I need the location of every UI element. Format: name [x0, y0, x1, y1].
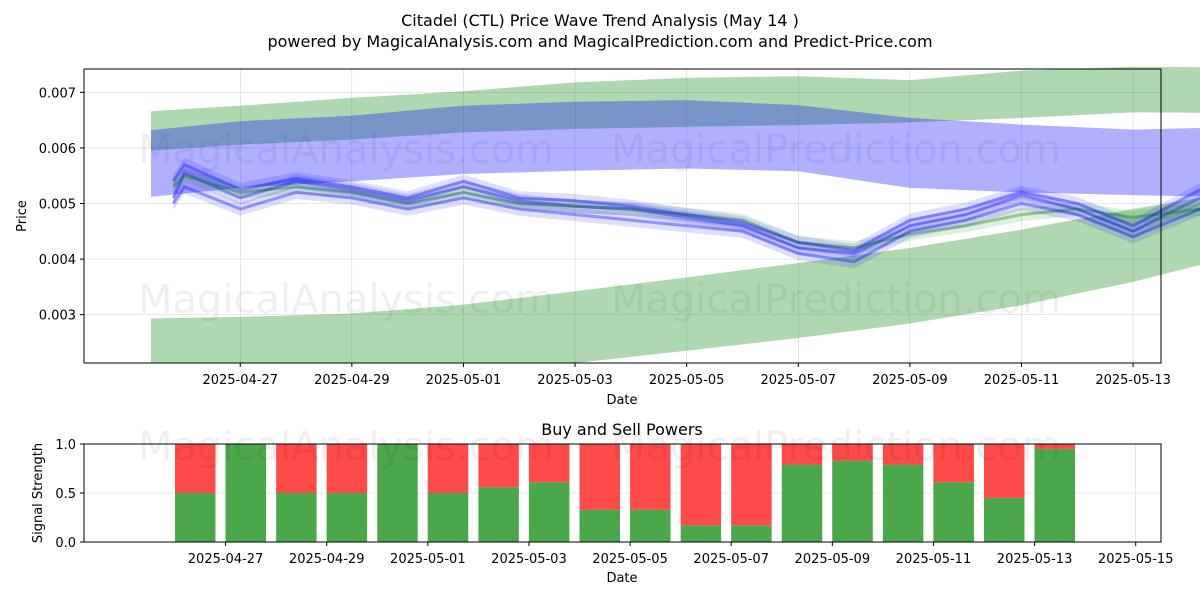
main-y-tick-label-0: 0.003 — [39, 309, 76, 324]
buy-bar-9 — [630, 509, 671, 542]
buy-bar-12 — [781, 464, 823, 542]
power-x-tick-label-7: 2025-05-11 — [896, 552, 972, 567]
sell-bar-8 — [579, 444, 620, 510]
price-path-band-0 — [173, 166, 1200, 261]
trend-bands — [150, 66, 1200, 363]
buy-bar-0 — [175, 493, 216, 542]
buy-bar-7 — [528, 482, 570, 542]
buy-bar-8 — [579, 509, 620, 542]
power-x-tick-label-6: 2025-05-09 — [795, 552, 871, 567]
buy-bar-1 — [225, 444, 267, 542]
main-x-tick-label-7: 2025-05-11 — [984, 373, 1060, 388]
price-wave-chart: MagicalAnalysis.com MagicalPrediction.co… — [15, 66, 1200, 408]
chart-title: Citadel (CTL) Price Wave Trend Analysis … — [401, 11, 799, 30]
power-x-tick-label-8: 2025-05-13 — [997, 552, 1073, 567]
main-x-ticks: 2025-04-27 2025-04-29 2025-05-01 2025-05-03… — [202, 363, 1171, 388]
sell-bar-3 — [326, 444, 368, 493]
power-x-tick-label-9: 2025-05-15 — [1098, 552, 1174, 567]
price-paths — [171, 157, 1200, 269]
main-y-tick-label-2: 0.005 — [39, 197, 76, 212]
price-path-band-3 — [173, 180, 1200, 269]
main-x-tick-label-3: 2025-05-03 — [537, 373, 613, 388]
chart-subtitle: powered by MagicalAnalysis.com and Magic… — [267, 32, 932, 51]
power-x-tick-label-4: 2025-05-05 — [592, 552, 668, 567]
buy-bar-17 — [1034, 448, 1076, 542]
main-plot-frame — [83, 68, 1162, 364]
main-x-tick-label-5: 2025-05-07 — [760, 373, 836, 388]
buy-bar-4 — [377, 444, 418, 542]
main-x-tick-label-6: 2025-05-09 — [872, 373, 948, 388]
sell-bar-14 — [882, 444, 924, 465]
main-watermark-right-lower: MagicalPrediction.com — [611, 277, 1061, 323]
main-watermark-right: MagicalPrediction.com — [611, 127, 1061, 173]
main-watermark-left: MagicalAnalysis.com — [138, 127, 554, 173]
price-path-band-1 — [173, 169, 1200, 255]
main-x-tick-label-1: 2025-04-29 — [314, 373, 390, 388]
main-y-tick-label-4: 0.007 — [39, 86, 76, 101]
power-watermark-left: MagicalAnalysis.com — [138, 424, 554, 470]
power-y-tick-label-1: 0.5 — [55, 487, 76, 502]
power-x-axis-label: Date — [606, 571, 637, 586]
buy-bar-6 — [478, 487, 519, 542]
sell-bar-11 — [731, 444, 772, 526]
power-y-tick-label-2: 1.0 — [55, 438, 76, 453]
buy-bar-16 — [984, 497, 1025, 542]
band-2 — [150, 100, 1200, 197]
buy-bar-11 — [731, 525, 772, 542]
sell-bar-9 — [630, 444, 671, 510]
sell-bar-5 — [427, 444, 469, 493]
buy-bar-13 — [832, 460, 873, 542]
buy-sell-powers-chart: Buy and Sell Powers MagicalAnalysis.com … — [31, 420, 1173, 586]
power-chart-title: Buy and Sell Powers — [541, 420, 703, 439]
buy-bar-14 — [882, 464, 924, 542]
power-y-axis-label: Signal Strength — [31, 443, 46, 543]
power-y-ticks: 0.0 0.5 1.0 — [55, 438, 84, 551]
buy-bar-3 — [326, 493, 368, 542]
main-x-tick-label-2: 2025-05-01 — [426, 373, 502, 388]
main-y-tick-label-1: 0.004 — [39, 253, 76, 268]
band-0 — [150, 66, 1200, 151]
sell-bar-17 — [1034, 444, 1076, 449]
power-bars — [175, 444, 1076, 542]
power-x-tick-label-0: 2025-04-27 — [188, 552, 264, 567]
sell-bar-2 — [276, 444, 317, 493]
main-x-tick-label-0: 2025-04-27 — [202, 373, 278, 388]
sell-bar-16 — [984, 444, 1025, 498]
price-path-2 — [172, 162, 1200, 253]
sell-bar-6 — [478, 444, 519, 488]
power-x-tick-label-2: 2025-05-01 — [390, 552, 466, 567]
power-y-tick-label-0: 0.0 — [55, 536, 76, 551]
buy-bar-15 — [933, 482, 974, 542]
main-grid — [84, 69, 1161, 363]
power-x-ticks: 2025-04-27 2025-04-29 2025-05-01 2025-05-03… — [188, 542, 1174, 567]
main-y-tick-label-3: 0.006 — [39, 142, 76, 157]
power-x-tick-label-5: 2025-05-07 — [693, 552, 769, 567]
buy-bar-5 — [427, 493, 469, 542]
sell-bar-15 — [933, 444, 974, 483]
main-x-tick-label-4: 2025-05-05 — [649, 373, 725, 388]
sell-bar-0 — [175, 444, 216, 493]
band-1 — [150, 197, 1200, 363]
main-y-axis-label: Price — [15, 200, 30, 232]
power-x-tick-label-3: 2025-05-03 — [491, 552, 567, 567]
sell-bar-13 — [832, 444, 873, 461]
main-watermark-left-lower: MagicalAnalysis.com — [138, 277, 554, 323]
sell-bar-10 — [680, 444, 722, 526]
main-y-ticks: 0.003 0.004 0.005 0.006 0.007 — [39, 86, 84, 324]
buy-bar-2 — [276, 493, 317, 542]
price-path-1 — [172, 174, 1200, 250]
buy-bar-10 — [680, 525, 722, 542]
sell-bar-12 — [781, 444, 823, 465]
price-path-0 — [171, 170, 1200, 256]
price-path-3 — [172, 184, 1200, 264]
power-watermark-right: MagicalPrediction.com — [611, 424, 1061, 470]
main-x-tick-label-8: 2025-05-13 — [1095, 373, 1171, 388]
main-x-axis-label: Date — [606, 393, 637, 408]
sell-bar-7 — [528, 444, 570, 483]
power-x-tick-label-1: 2025-04-29 — [289, 552, 365, 567]
